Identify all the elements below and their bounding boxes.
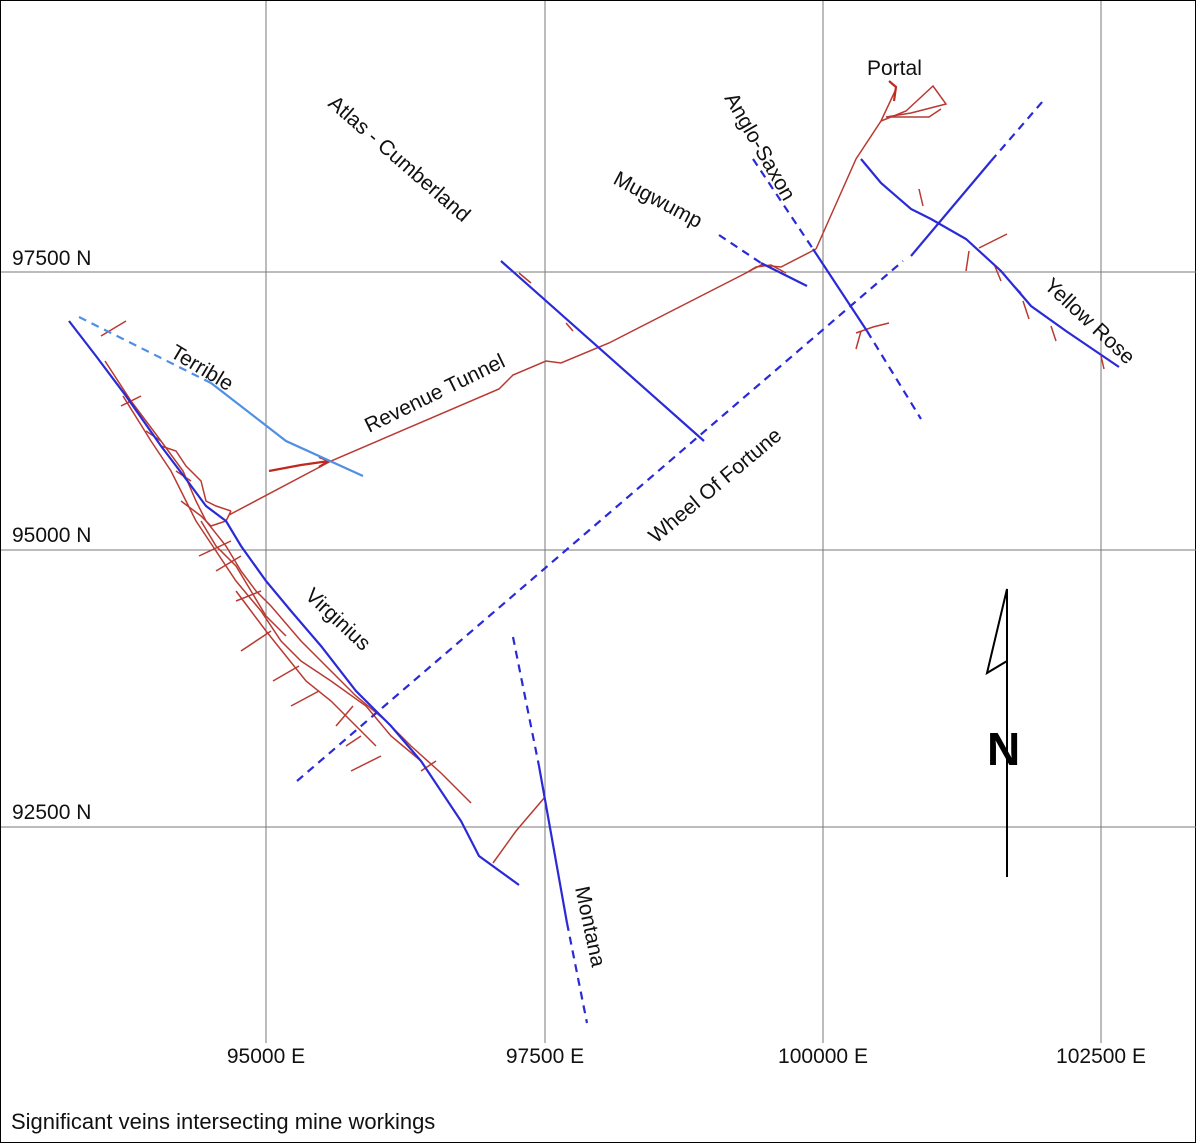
easting-label: 95000 E: [227, 1045, 305, 1068]
workings-stub: [290, 690, 320, 707]
north-arrow: N: [985, 588, 1020, 877]
workings-stub: [100, 320, 127, 337]
wheel-of-fortune-vein-dashed: [296, 260, 904, 782]
northing-label: 97500 N: [12, 247, 91, 270]
northing-label: 95000 N: [12, 524, 91, 547]
working-label-portal: Portal: [867, 57, 922, 80]
grid-labels: 95000 E 97500 E 100000 E 102500 E 97500 …: [12, 247, 1146, 1068]
montana-vein: [537, 765, 569, 924]
map-caption: Significant veins intersecting mine work…: [11, 1109, 436, 1134]
terrible-vein-dashed: [78, 316, 212, 384]
workings-stub: [350, 755, 382, 772]
virginius-workings: [200, 520, 287, 637]
atlas-cumberland-vein: [500, 260, 705, 442]
vein-label-virginius: Virginius: [301, 584, 375, 655]
northing-label: 92500 N: [12, 801, 91, 824]
workings-stub: [855, 330, 862, 350]
mine-workings: [100, 80, 1105, 864]
vein-label-montana: Montana: [570, 884, 610, 969]
workings-stub: [235, 590, 262, 602]
workings-stub: [420, 760, 437, 772]
workings-stub: [120, 395, 142, 407]
vein-labels: Atlas - Cumberland Anglo-Saxon Mugwump T…: [166, 57, 1139, 969]
easting-label: 100000 E: [778, 1045, 868, 1068]
workings-stub: [345, 735, 362, 747]
mugwump-vein: [760, 262, 808, 287]
north-arrow-label: N: [987, 723, 1020, 775]
montana-crosscut: [492, 796, 546, 864]
workings-stub: [335, 705, 354, 727]
vein-label-mugwump: Mugwump: [610, 167, 706, 233]
workings-stub: [565, 322, 574, 332]
anglo-saxon-vein-dashed: [752, 158, 814, 250]
anglo-saxon-vein-dashed: [866, 330, 922, 420]
wheel-of-fortune-vein-dashed: [990, 100, 1044, 162]
virginius-workings: [160, 445, 232, 512]
veins: [68, 100, 1120, 1024]
grid: [1, 1, 1196, 1043]
workings-stub: [240, 630, 272, 652]
east-crosscut: [855, 322, 890, 334]
vein-label-anglo-saxon: Anglo-Saxon: [720, 89, 800, 205]
workings-stub: [215, 555, 242, 572]
vein-label-wheel-of-fortune: Wheel Of Fortune: [644, 424, 786, 548]
portal-branch: [880, 84, 948, 122]
virginius-workings: [104, 360, 472, 804]
workings-stub: [198, 540, 232, 557]
north-arrow-head-icon: [985, 588, 1008, 676]
vein-label-yellow-rose: Yellow Rose: [1040, 274, 1140, 369]
virginius-workings: [180, 500, 232, 527]
mugwump-drift: [745, 264, 787, 274]
easting-label: 102500 E: [1056, 1045, 1146, 1068]
vein-label-atlas-cumberland: Atlas - Cumberland: [324, 91, 475, 226]
terrible-vein: [210, 382, 364, 478]
workings-stub: [1100, 355, 1105, 370]
montana-vein-dashed: [565, 922, 589, 1024]
portal-mark: [888, 80, 898, 102]
workings-stub: [918, 188, 924, 207]
montana-vein-dashed: [511, 636, 541, 767]
portal-drift: [815, 88, 897, 250]
virginius-vein: [68, 320, 520, 886]
virginius-workings: [235, 590, 377, 747]
anglo-saxon-vein: [812, 248, 868, 332]
easting-label: 97500 E: [506, 1045, 584, 1068]
yellow-rose-vein: [860, 158, 1120, 368]
workings-stub: [965, 250, 970, 272]
mugwump-vein-dashed: [718, 234, 762, 264]
workings-stub: [518, 272, 532, 284]
vein-label-terrible: Terrible: [166, 341, 237, 396]
terrible-crosscut: [268, 459, 330, 473]
workings-stub: [1022, 300, 1030, 320]
wheel-of-fortune-vein: [910, 160, 992, 257]
workings-stub: [978, 233, 1008, 249]
workings-stub: [272, 665, 300, 682]
workings-stub: [1050, 325, 1057, 342]
